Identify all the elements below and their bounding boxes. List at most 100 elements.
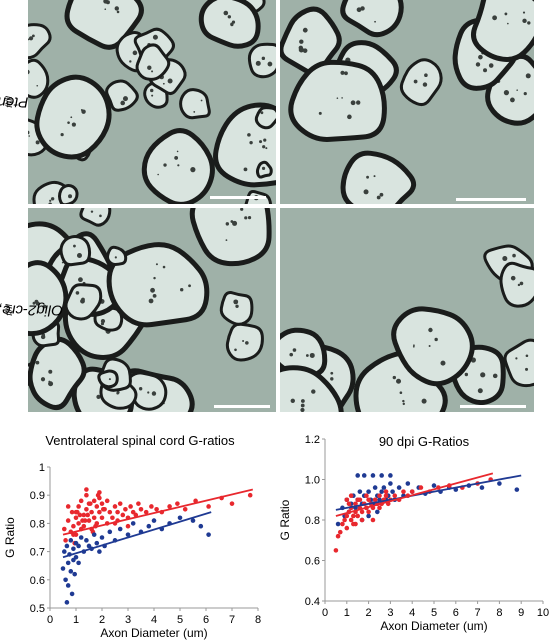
data-point	[396, 485, 402, 490]
data-point	[392, 493, 398, 498]
data-point	[361, 473, 367, 478]
data-point	[390, 489, 395, 494]
data-point	[62, 526, 67, 532]
data-point	[357, 489, 363, 494]
data-point	[151, 518, 157, 523]
x-tick-label: 1	[73, 614, 79, 626]
data-point	[388, 473, 393, 478]
y-tick-label: 0.5	[30, 603, 45, 615]
data-point	[115, 509, 120, 515]
chart-title: Ventrolateral spinal cord G-ratios	[45, 433, 235, 448]
data-point	[190, 518, 196, 523]
data-point	[65, 504, 71, 509]
data-point	[91, 515, 97, 521]
data-point	[149, 504, 154, 509]
data-point	[76, 560, 81, 566]
data-point	[335, 533, 341, 539]
data-point	[497, 481, 502, 486]
data-point	[355, 513, 360, 519]
data-point	[182, 507, 188, 512]
trend-line	[335, 474, 522, 511]
x-tick-label: 10	[537, 607, 549, 619]
data-point	[81, 523, 87, 529]
x-tick-label: 8	[496, 607, 502, 619]
data-point	[84, 487, 89, 492]
data-point	[117, 526, 123, 532]
x-tick-label: 2	[99, 614, 105, 626]
data-point	[94, 504, 100, 509]
y-tick-label: 0.8	[305, 515, 320, 527]
data-point	[351, 513, 356, 519]
data-point	[146, 523, 152, 529]
data-point	[359, 509, 365, 515]
data-point	[69, 509, 75, 515]
data-point	[110, 515, 115, 521]
data-point	[353, 501, 358, 507]
x-tick-label: 2	[366, 607, 372, 619]
data-point	[62, 549, 67, 554]
y-tick-label: 1.2	[305, 434, 320, 446]
data-point	[344, 513, 350, 519]
data-point	[84, 492, 89, 498]
data-point	[175, 501, 180, 506]
x-tick-label: 6	[453, 607, 459, 619]
y-tick-label: 1.0	[305, 475, 320, 487]
data-point	[348, 517, 354, 523]
trend-line	[335, 472, 494, 517]
scale-bar	[460, 405, 526, 408]
x-tick-label: 8	[255, 614, 261, 626]
data-point	[377, 493, 382, 498]
data-point	[333, 548, 339, 553]
x-tick-label: 9	[518, 607, 524, 619]
data-point	[514, 487, 520, 492]
data-point	[377, 505, 382, 511]
x-tick-label: 5	[431, 607, 437, 619]
data-point	[366, 497, 371, 503]
data-point	[247, 492, 253, 498]
x-tick-label: 7	[475, 607, 481, 619]
data-point	[84, 538, 89, 543]
x-tick-label: 3	[387, 607, 393, 619]
data-point	[99, 535, 105, 540]
scale-bar	[210, 196, 266, 199]
x-tick-label: 6	[203, 614, 209, 626]
data-point	[65, 518, 71, 523]
data-point	[73, 554, 79, 560]
data-point	[73, 515, 79, 521]
x-tick-label: 7	[229, 614, 235, 626]
data-point	[388, 481, 393, 486]
data-point	[68, 569, 74, 574]
data-point	[64, 543, 70, 549]
data-point	[91, 498, 97, 504]
data-point	[78, 535, 84, 540]
data-point	[353, 521, 358, 527]
data-point	[104, 498, 110, 504]
data-point	[82, 518, 88, 523]
data-point	[71, 523, 76, 529]
chart-90dpi-g-ratios: 90 dpi G-Ratios 0.4 0.6 0.8 1.0 1.2 0 1 2 3 4 5 6 7 8 9…	[278, 434, 549, 633]
data-point	[72, 571, 77, 577]
x-tick-label: 5	[177, 614, 183, 626]
data-point	[123, 507, 128, 512]
y-axis-label: G Ratio	[3, 517, 17, 558]
data-point	[366, 509, 371, 515]
data-point	[381, 485, 387, 490]
y-axis-label: G Ratio	[278, 499, 292, 540]
data-point	[335, 521, 341, 527]
data-point	[138, 507, 144, 512]
data-point	[418, 485, 424, 490]
y-tick-label: 1	[39, 462, 45, 474]
data-point	[128, 504, 133, 509]
micrograph-mutant-90dpi	[280, 208, 534, 412]
data-point	[76, 543, 81, 549]
y-tick-label: 0.7	[30, 547, 45, 559]
data-point	[370, 517, 376, 523]
x-tick-label: 0	[322, 607, 328, 619]
data-point	[167, 504, 172, 509]
data-point	[136, 501, 141, 506]
data-point	[375, 509, 380, 515]
data-point	[69, 591, 75, 597]
data-point	[133, 512, 139, 518]
data-point	[344, 525, 350, 531]
data-point	[85, 512, 90, 518]
